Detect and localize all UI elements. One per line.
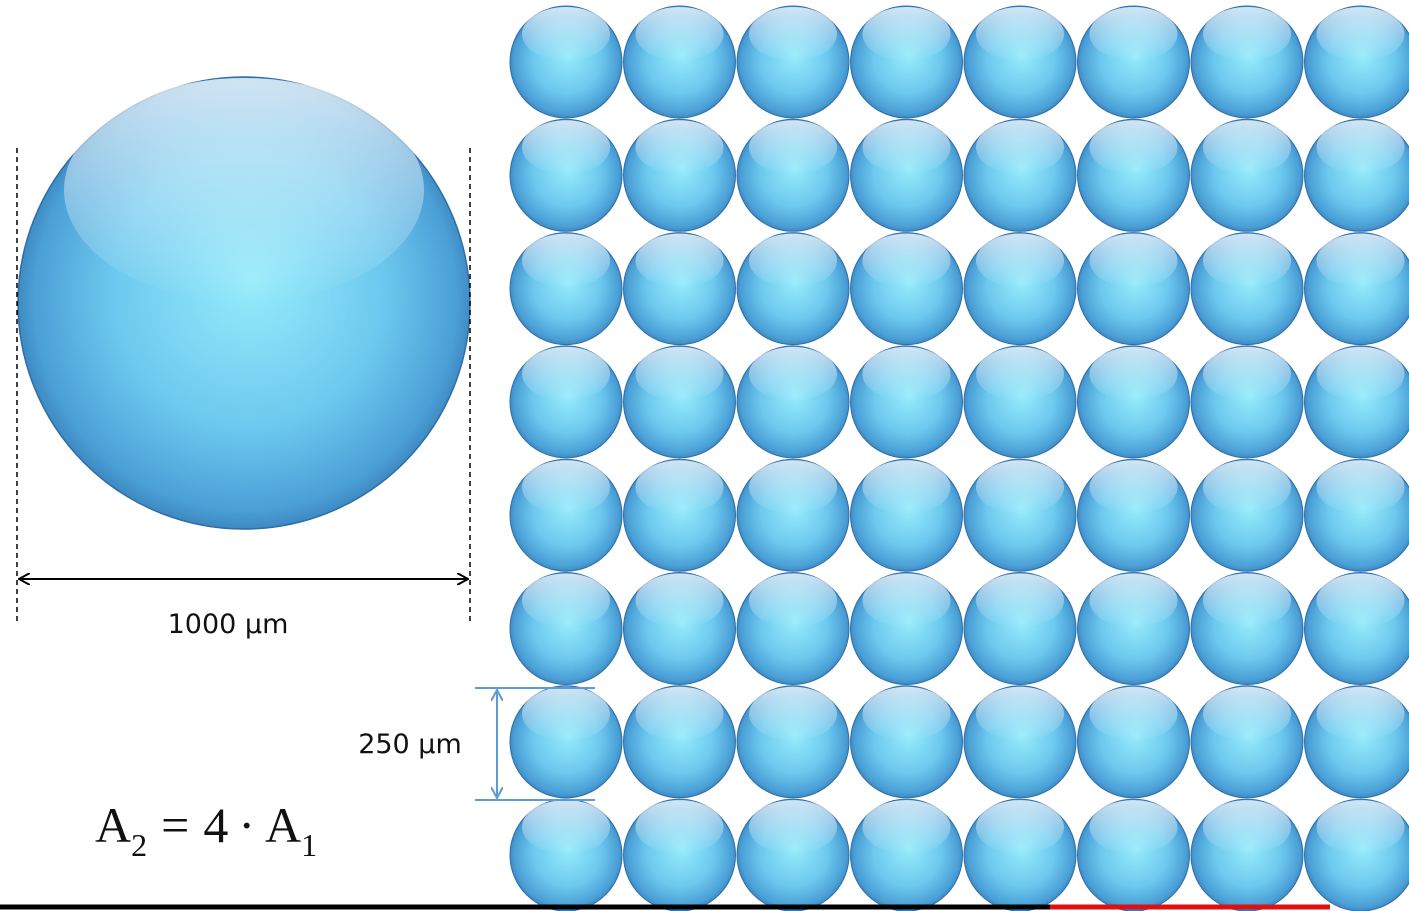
eq-sub: 1 — [301, 827, 317, 863]
highlight — [636, 460, 724, 514]
highlight — [522, 347, 610, 401]
highlight — [1317, 687, 1405, 741]
highlight — [1090, 574, 1178, 628]
highlight — [863, 234, 951, 288]
dimension-label: 250 µm — [358, 729, 462, 760]
diagram: 1000 µm 250 µm A2=4·A1 — [0, 0, 1409, 911]
highlight — [863, 460, 951, 514]
eq-sub: 2 — [131, 827, 147, 863]
highlight — [522, 574, 610, 628]
eq-operator: = — [161, 797, 189, 853]
highlight — [749, 687, 837, 741]
highlight — [636, 574, 724, 628]
highlight — [522, 120, 610, 174]
highlight — [636, 347, 724, 401]
highlight — [1203, 574, 1291, 628]
highlight — [976, 460, 1064, 514]
highlight — [522, 687, 610, 741]
dimension-label: 1000 µm — [168, 609, 289, 640]
highlight — [976, 347, 1064, 401]
highlight — [636, 687, 724, 741]
highlight — [863, 687, 951, 741]
highlight — [1203, 7, 1291, 61]
highlight — [1317, 120, 1405, 174]
highlight — [863, 800, 951, 854]
highlight — [1090, 460, 1178, 514]
highlight — [976, 120, 1064, 174]
highlight — [636, 800, 724, 854]
highlight — [749, 800, 837, 854]
highlight — [749, 7, 837, 61]
highlight — [522, 800, 610, 854]
small-spheres — [510, 6, 1409, 911]
highlight — [522, 460, 610, 514]
eq-dot: · — [238, 797, 255, 853]
highlight — [976, 234, 1064, 288]
highlight — [522, 7, 610, 61]
highlight — [863, 7, 951, 61]
highlight — [863, 574, 951, 628]
highlight — [636, 120, 724, 174]
highlight — [976, 574, 1064, 628]
highlight — [1203, 234, 1291, 288]
highlight — [64, 78, 424, 302]
highlight — [522, 234, 610, 288]
highlight — [1090, 120, 1178, 174]
highlight — [1317, 460, 1405, 514]
highlight — [1317, 574, 1405, 628]
highlight — [1203, 347, 1291, 401]
highlight — [749, 347, 837, 401]
large-sphere — [18, 77, 470, 529]
highlight — [749, 460, 837, 514]
highlight — [863, 120, 951, 174]
highlight — [1203, 687, 1291, 741]
eq-coefficient: 4 — [203, 797, 228, 853]
highlight — [636, 7, 724, 61]
highlight — [863, 347, 951, 401]
highlight — [1317, 7, 1405, 61]
highlight — [976, 687, 1064, 741]
highlight — [749, 574, 837, 628]
eq-base: A — [95, 797, 131, 853]
highlight — [749, 234, 837, 288]
eq-base: A — [265, 797, 301, 853]
highlight — [1203, 800, 1291, 854]
highlight — [1090, 347, 1178, 401]
highlight — [636, 234, 724, 288]
highlight — [1317, 347, 1405, 401]
highlight — [1317, 800, 1405, 854]
highlight — [1090, 800, 1178, 854]
highlight — [1203, 120, 1291, 174]
highlight — [1090, 7, 1178, 61]
highlight — [976, 7, 1064, 61]
highlight — [1203, 460, 1291, 514]
equation: A2=4·A1 — [95, 797, 317, 863]
highlight — [976, 800, 1064, 854]
highlight — [1090, 687, 1178, 741]
highlight — [1317, 234, 1405, 288]
highlight — [749, 120, 837, 174]
highlight — [1090, 234, 1178, 288]
